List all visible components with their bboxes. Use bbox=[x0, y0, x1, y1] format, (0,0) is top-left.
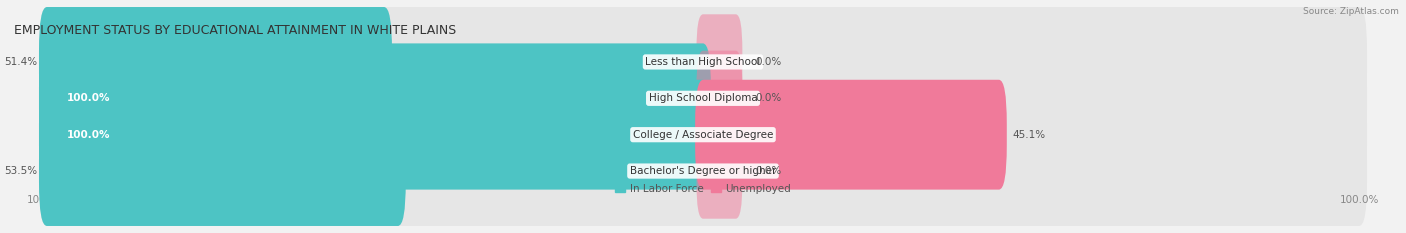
FancyBboxPatch shape bbox=[39, 43, 711, 153]
FancyBboxPatch shape bbox=[39, 116, 1367, 226]
Text: High School Diploma: High School Diploma bbox=[648, 93, 758, 103]
Text: 0.0%: 0.0% bbox=[755, 166, 782, 176]
Text: College / Associate Degree: College / Associate Degree bbox=[633, 130, 773, 140]
FancyBboxPatch shape bbox=[696, 14, 742, 110]
Text: Bachelor's Degree or higher: Bachelor's Degree or higher bbox=[630, 166, 776, 176]
Text: 100.0%: 100.0% bbox=[66, 93, 110, 103]
FancyBboxPatch shape bbox=[696, 123, 742, 219]
Text: 100.0%: 100.0% bbox=[66, 130, 110, 140]
Text: 51.4%: 51.4% bbox=[4, 57, 37, 67]
Text: 0.0%: 0.0% bbox=[755, 93, 782, 103]
Text: 0.0%: 0.0% bbox=[755, 57, 782, 67]
FancyBboxPatch shape bbox=[39, 7, 1367, 117]
Text: Less than High School: Less than High School bbox=[645, 57, 761, 67]
FancyBboxPatch shape bbox=[39, 80, 711, 190]
Text: EMPLOYMENT STATUS BY EDUCATIONAL ATTAINMENT IN WHITE PLAINS: EMPLOYMENT STATUS BY EDUCATIONAL ATTAINM… bbox=[14, 24, 457, 37]
Legend: In Labor Force, Unemployed: In Labor Force, Unemployed bbox=[610, 179, 796, 198]
Text: 53.5%: 53.5% bbox=[4, 166, 37, 176]
FancyBboxPatch shape bbox=[695, 80, 1007, 190]
FancyBboxPatch shape bbox=[696, 51, 742, 146]
FancyBboxPatch shape bbox=[39, 116, 406, 226]
Text: 45.1%: 45.1% bbox=[1012, 130, 1045, 140]
Text: Source: ZipAtlas.com: Source: ZipAtlas.com bbox=[1303, 7, 1399, 16]
FancyBboxPatch shape bbox=[39, 80, 1367, 190]
FancyBboxPatch shape bbox=[39, 43, 1367, 153]
FancyBboxPatch shape bbox=[39, 7, 392, 117]
